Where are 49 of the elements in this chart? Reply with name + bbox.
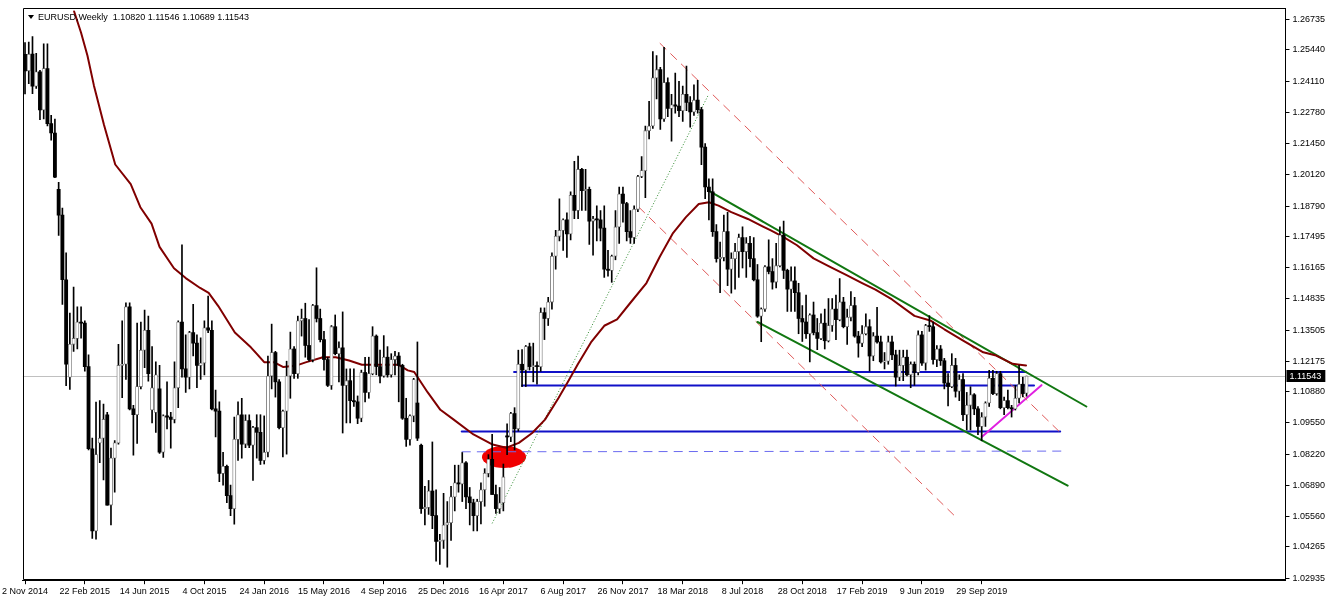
- candlestick: [497, 487, 502, 514]
- candlestick: [834, 294, 838, 340]
- x-tick-label: 4 Sep 2016: [360, 586, 407, 597]
- y-tick-label: 1.25440: [1292, 44, 1326, 55]
- x-tick-label: 18 Mar 2018: [657, 586, 709, 597]
- candlestick: [826, 298, 831, 343]
- x-tick-label: 9 Jun 2019: [899, 586, 945, 597]
- y-tick-label: 1.22780: [1292, 106, 1326, 117]
- y-tick-label: 1.24110: [1292, 75, 1325, 86]
- y-tick-label: 1.13505: [1292, 324, 1326, 335]
- x-tick-label: 15 May 2016: [297, 586, 351, 597]
- y-tick-label: 1.12175: [1292, 355, 1326, 366]
- y-tick-label: 1.04265: [1292, 541, 1326, 552]
- y-tick-label: 1.09550: [1292, 417, 1326, 428]
- y-tick-label: 1.06890: [1292, 479, 1326, 490]
- x-tick-label: 4 Oct 2015: [182, 586, 227, 597]
- x-tick-label: 26 Nov 2017: [597, 586, 649, 597]
- y-tick-label: 1.17495: [1292, 230, 1326, 241]
- ref-line-label: 1.11543: [1289, 370, 1322, 381]
- x-tick-label: 16 Apr 2017: [479, 586, 528, 597]
- candlestick: [523, 345, 528, 387]
- candlestick: [75, 306, 80, 350]
- y-tick-label: 1.05560: [1292, 511, 1326, 522]
- candlestick: [284, 360, 289, 455]
- candlestick: [535, 361, 539, 385]
- candlestick: [520, 349, 524, 387]
- x-tick-label: 2 Nov 2014: [2, 586, 49, 597]
- x-tick-label: 22 Feb 2015: [59, 586, 111, 597]
- y-tick-label: 1.26735: [1292, 14, 1326, 25]
- x-tick-label: 29 Sep 2019: [956, 586, 1008, 597]
- x-tick-label: 25 Dec 2016: [418, 586, 470, 597]
- candlestick: [968, 386, 973, 431]
- x-tick-label: 17 Feb 2019: [836, 586, 888, 597]
- x-tick-label: 14 Jun 2015: [119, 586, 170, 597]
- y-tick-label: 1.16165: [1292, 262, 1326, 273]
- y-tick-label: 1.21450: [1292, 138, 1326, 149]
- candlestick: [594, 205, 599, 242]
- x-tick-label: 6 Aug 2017: [540, 586, 586, 597]
- x-tick-label: 8 Jul 2018: [721, 586, 764, 597]
- candlestick: [897, 349, 902, 382]
- candlestick: [243, 414, 248, 448]
- x-tick-label: 24 Jan 2016: [239, 586, 289, 597]
- y-tick-label: 1.08220: [1292, 448, 1326, 459]
- y-tick-label: 1.02935: [1292, 572, 1326, 583]
- y-tick-label: 1.10880: [1292, 386, 1326, 397]
- x-tick-label: 28 Oct 2018: [777, 586, 827, 597]
- y-tick-label: 1.14835: [1292, 293, 1326, 304]
- y-tick-label: 1.20120: [1292, 169, 1326, 180]
- y-tick-label: 1.18790: [1292, 200, 1326, 211]
